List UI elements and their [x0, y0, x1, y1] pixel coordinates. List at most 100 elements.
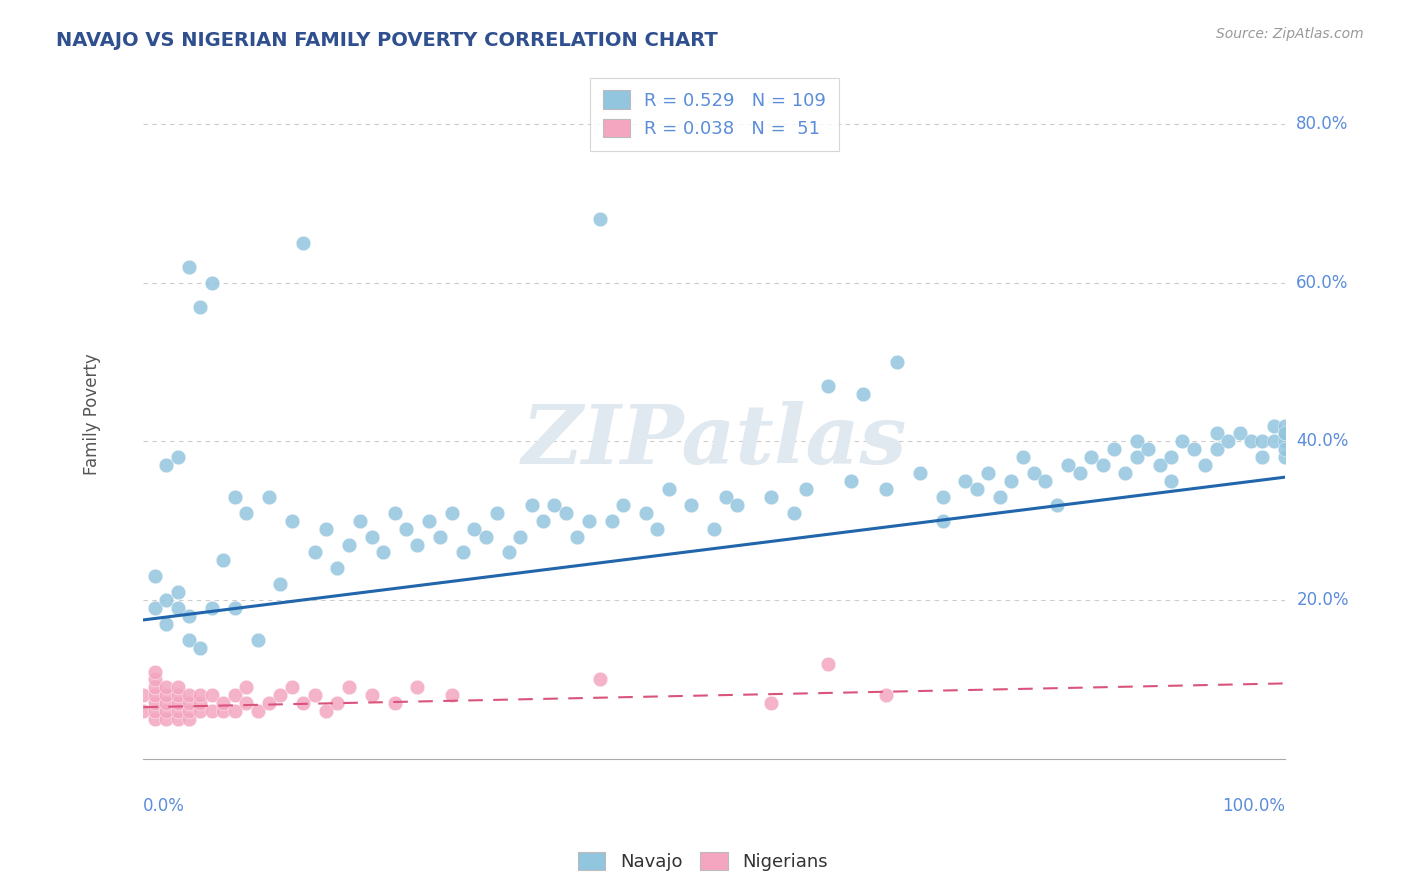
Point	[1274, 450, 1296, 465]
Point	[304, 545, 326, 559]
Point	[224, 688, 246, 702]
Point	[931, 490, 953, 504]
Point	[235, 681, 257, 695]
Point	[166, 712, 188, 726]
Point	[1274, 418, 1296, 433]
Point	[155, 704, 177, 718]
Point	[337, 681, 360, 695]
Point	[337, 537, 360, 551]
Point	[155, 696, 177, 710]
Point	[977, 466, 1000, 480]
Point	[406, 681, 429, 695]
Point	[190, 640, 212, 655]
Point	[177, 696, 200, 710]
Point	[645, 522, 668, 536]
Point	[1251, 450, 1274, 465]
Point	[269, 688, 291, 702]
Point	[177, 260, 200, 274]
Point	[1069, 466, 1091, 480]
Point	[143, 681, 166, 695]
Point	[143, 688, 166, 702]
Point	[703, 522, 725, 536]
Point	[1263, 418, 1285, 433]
Point	[281, 681, 304, 695]
Point	[475, 530, 498, 544]
Point	[817, 657, 839, 671]
Point	[931, 514, 953, 528]
Point	[440, 506, 463, 520]
Point	[360, 530, 382, 544]
Point	[257, 490, 280, 504]
Point	[190, 704, 212, 718]
Point	[955, 474, 977, 488]
Point	[1229, 426, 1251, 441]
Point	[1205, 426, 1227, 441]
Text: 80.0%: 80.0%	[1296, 115, 1348, 133]
Point	[143, 673, 166, 687]
Point	[143, 696, 166, 710]
Text: NAVAJO VS NIGERIAN FAMILY POVERTY CORRELATION CHART: NAVAJO VS NIGERIAN FAMILY POVERTY CORREL…	[56, 31, 718, 50]
Point	[658, 482, 681, 496]
Point	[589, 212, 612, 227]
Point	[177, 688, 200, 702]
Point	[155, 712, 177, 726]
Point	[578, 514, 600, 528]
Point	[315, 522, 337, 536]
Point	[1102, 442, 1125, 457]
Point	[634, 506, 657, 520]
Point	[371, 545, 394, 559]
Point	[212, 553, 235, 567]
Point	[292, 696, 315, 710]
Point	[281, 514, 304, 528]
Point	[269, 577, 291, 591]
Point	[155, 681, 177, 695]
Point	[509, 530, 531, 544]
Point	[543, 498, 565, 512]
Text: Family Poverty: Family Poverty	[83, 352, 101, 475]
Point	[908, 466, 931, 480]
Point	[1022, 466, 1045, 480]
Point	[1149, 458, 1171, 473]
Point	[886, 355, 908, 369]
Point	[1274, 426, 1296, 441]
Point	[839, 474, 862, 488]
Point	[783, 506, 806, 520]
Point	[1194, 458, 1216, 473]
Text: Source: ZipAtlas.com: Source: ZipAtlas.com	[1216, 27, 1364, 41]
Point	[612, 498, 634, 512]
Point	[875, 482, 897, 496]
Point	[725, 498, 748, 512]
Point	[212, 704, 235, 718]
Point	[406, 537, 429, 551]
Point	[246, 704, 269, 718]
Point	[1000, 474, 1022, 488]
Point	[304, 688, 326, 702]
Point	[132, 704, 155, 718]
Point	[166, 585, 188, 599]
Point	[418, 514, 440, 528]
Point	[1274, 434, 1296, 449]
Point	[761, 696, 783, 710]
Point	[1251, 434, 1274, 449]
Point	[143, 601, 166, 615]
Point	[1137, 442, 1160, 457]
Point	[817, 379, 839, 393]
Point	[531, 514, 554, 528]
Text: 0.0%: 0.0%	[143, 797, 186, 814]
Point	[292, 235, 315, 250]
Point	[166, 681, 188, 695]
Point	[224, 490, 246, 504]
Point	[143, 665, 166, 679]
Point	[166, 601, 188, 615]
Point	[155, 616, 177, 631]
Point	[1126, 450, 1149, 465]
Point	[1160, 450, 1182, 465]
Point	[681, 498, 703, 512]
Point	[988, 490, 1011, 504]
Point	[429, 530, 451, 544]
Point	[1091, 458, 1114, 473]
Point	[201, 601, 224, 615]
Point	[201, 688, 224, 702]
Point	[235, 696, 257, 710]
Text: 20.0%: 20.0%	[1296, 591, 1348, 609]
